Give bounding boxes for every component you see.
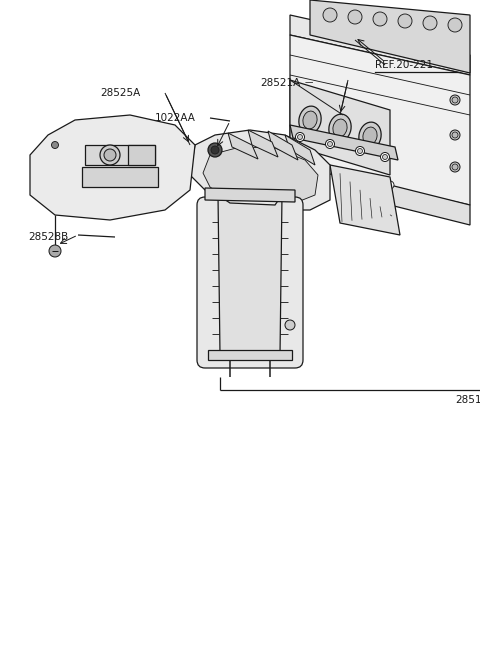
Circle shape [381, 153, 389, 162]
Text: 28528B: 28528B [28, 232, 68, 242]
Ellipse shape [363, 127, 377, 145]
Polygon shape [203, 147, 318, 205]
Circle shape [326, 166, 334, 174]
Text: REF.20-221: REF.20-221 [375, 60, 433, 70]
Circle shape [423, 16, 437, 30]
Circle shape [373, 12, 387, 26]
Circle shape [450, 130, 460, 140]
FancyBboxPatch shape [197, 197, 303, 368]
Circle shape [325, 140, 335, 149]
Circle shape [211, 146, 219, 154]
Polygon shape [268, 131, 298, 160]
Polygon shape [285, 135, 315, 165]
Text: 28521A: 28521A [260, 78, 300, 88]
Polygon shape [85, 145, 155, 165]
Ellipse shape [359, 122, 381, 150]
Circle shape [358, 149, 362, 153]
Circle shape [450, 162, 460, 172]
Text: 28510: 28510 [455, 395, 480, 405]
Circle shape [452, 132, 458, 138]
Circle shape [100, 145, 120, 165]
Polygon shape [218, 195, 282, 355]
Polygon shape [390, 185, 470, 225]
Polygon shape [30, 115, 195, 220]
Polygon shape [330, 165, 400, 235]
Text: —: — [305, 79, 313, 88]
Circle shape [49, 245, 61, 257]
Circle shape [51, 141, 59, 149]
Circle shape [296, 159, 304, 167]
Polygon shape [208, 350, 292, 360]
Polygon shape [82, 167, 158, 187]
Circle shape [208, 143, 222, 157]
Ellipse shape [299, 106, 321, 134]
Polygon shape [290, 15, 470, 75]
Polygon shape [290, 80, 390, 175]
Circle shape [323, 8, 337, 22]
Ellipse shape [303, 111, 317, 129]
Circle shape [448, 18, 462, 32]
Circle shape [285, 320, 295, 330]
Ellipse shape [333, 119, 347, 137]
Ellipse shape [329, 114, 351, 142]
Text: 1022AA: 1022AA [155, 113, 196, 123]
Circle shape [356, 147, 364, 155]
Text: 28525A: 28525A [100, 88, 140, 98]
Circle shape [348, 10, 362, 24]
Circle shape [386, 181, 394, 189]
Circle shape [104, 149, 116, 161]
Circle shape [327, 141, 333, 147]
Circle shape [296, 132, 304, 141]
Circle shape [452, 97, 458, 103]
Circle shape [398, 14, 412, 28]
Polygon shape [310, 0, 470, 73]
Circle shape [383, 155, 387, 160]
Polygon shape [248, 130, 278, 157]
Polygon shape [290, 35, 470, 205]
Circle shape [298, 134, 302, 140]
Circle shape [452, 164, 458, 170]
Polygon shape [205, 188, 295, 202]
Circle shape [356, 174, 364, 182]
Polygon shape [190, 130, 330, 210]
Polygon shape [290, 125, 398, 160]
Polygon shape [128, 145, 155, 165]
Circle shape [450, 95, 460, 105]
Polygon shape [228, 133, 258, 159]
